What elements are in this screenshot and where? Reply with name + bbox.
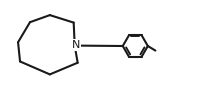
Text: N: N — [72, 40, 80, 50]
